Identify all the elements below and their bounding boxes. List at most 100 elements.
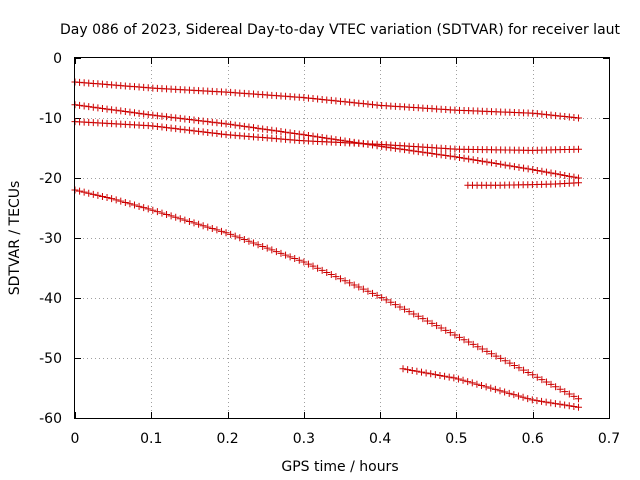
point-sat-e-71	[396, 303, 404, 311]
point-sat-e-3	[85, 189, 93, 197]
point-sat-b-89	[478, 157, 486, 165]
point-sat-e-100	[529, 371, 537, 379]
chart-title: Day 086 of 2023, Sidereal Day-to-day VTE…	[60, 22, 621, 38]
point-sat-b-29	[204, 118, 212, 126]
point-sat-e-48	[291, 255, 299, 263]
point-sat-b-30	[208, 118, 216, 126]
point-sat-f-14	[464, 378, 472, 386]
point-sat-e-61	[350, 281, 358, 289]
point-sat-e-25	[185, 218, 193, 225]
series-sat-a	[71, 78, 582, 122]
point-sat-f-34	[556, 400, 564, 408]
point-sat-e-68	[382, 296, 390, 304]
point-sat-b-104	[547, 169, 555, 177]
point-sat-b-96	[510, 163, 518, 171]
point-sat-b-26	[190, 116, 198, 124]
grid-lines	[75, 58, 609, 418]
point-sat-b-36	[236, 122, 244, 130]
y-tick-labels: 0 -10 -20 -30 -40 -50 -60	[39, 51, 62, 427]
point-sat-e-105	[552, 383, 560, 391]
y-tick-label-2: -20	[39, 171, 62, 187]
point-sat-e-44	[272, 248, 280, 256]
point-sat-e-30	[208, 225, 216, 233]
point-sat-b-107	[561, 171, 569, 179]
point-sat-c-23	[176, 125, 184, 133]
point-sat-b-102	[538, 167, 546, 175]
point-sat-f-6	[427, 370, 435, 378]
x-tick-label-4: 0.4	[369, 431, 391, 447]
point-sat-e-32	[217, 227, 225, 235]
point-sat-e-59	[341, 277, 349, 285]
point-sat-b-14	[135, 109, 143, 117]
point-sat-b-88	[474, 157, 482, 165]
point-sat-f-7	[431, 371, 439, 379]
point-sat-b-44	[272, 127, 280, 135]
point-sat-b-25	[185, 116, 193, 123]
point-sat-e-97	[515, 364, 523, 372]
point-sat-b-99	[524, 165, 532, 173]
point-sat-e-47	[286, 253, 294, 261]
point-sat-b-18	[153, 112, 161, 120]
point-sat-f-8	[436, 371, 444, 379]
point-sat-b-100	[529, 166, 537, 174]
point-sat-b-42	[263, 126, 271, 134]
point-sat-f-15	[468, 379, 476, 387]
point-sat-f-17	[478, 382, 486, 390]
point-sat-f-11	[450, 374, 458, 382]
point-sat-e-83	[451, 331, 459, 339]
point-sat-b-5	[94, 104, 102, 112]
point-sat-e-20	[163, 210, 171, 218]
point-sat-b-103	[542, 168, 550, 176]
point-sat-c-22	[172, 125, 180, 133]
point-sat-b-9	[112, 106, 120, 114]
point-sat-e-52	[309, 262, 317, 270]
point-sat-e-95	[506, 359, 514, 367]
point-sat-e-89	[478, 345, 486, 353]
point-sat-e-5	[94, 191, 102, 199]
point-sat-b-41	[259, 125, 267, 133]
point-sat-b-17	[149, 111, 157, 119]
point-sat-b-80	[437, 151, 445, 159]
point-sat-e-101	[533, 373, 541, 381]
point-sat-b-83	[451, 153, 459, 161]
point-sat-e-109	[570, 392, 578, 400]
point-sat-b-19	[158, 112, 166, 120]
point-sat-b-82	[446, 152, 454, 160]
point-sat-e-110	[574, 395, 582, 403]
point-sat-e-69	[387, 298, 395, 306]
point-sat-b-31	[213, 119, 221, 127]
x-tick-label-2: 0.2	[216, 431, 238, 447]
point-sat-f-0	[399, 365, 407, 373]
point-sat-e-51	[304, 260, 312, 268]
point-sat-c-20	[163, 124, 171, 132]
y-axis-label: SDTVAR / TECUs	[7, 181, 23, 296]
point-sat-c-19	[158, 123, 166, 131]
point-sat-b-24	[181, 115, 189, 123]
point-sat-f-20	[491, 385, 499, 393]
point-sat-b-93	[497, 160, 505, 168]
point-sat-e-81	[442, 326, 450, 334]
point-sat-e-9	[112, 196, 120, 204]
point-sat-e-28	[199, 222, 207, 230]
point-sat-e-35	[231, 232, 239, 240]
point-sat-c-27	[195, 127, 203, 135]
point-sat-e-18	[153, 208, 161, 216]
point-sat-e-42	[263, 244, 271, 252]
point-sat-e-99	[524, 368, 532, 376]
point-sat-b-13	[131, 109, 139, 117]
point-sat-f-33	[551, 400, 559, 408]
point-sat-e-15	[140, 204, 148, 212]
point-sat-e-33	[222, 229, 230, 237]
point-sat-f-24	[510, 391, 518, 399]
point-sat-b-11	[121, 108, 129, 116]
point-sat-b-105	[552, 170, 560, 178]
point-sat-f-30	[538, 397, 546, 405]
point-sat-b-15	[140, 110, 148, 118]
point-sat-e-40	[254, 241, 262, 249]
point-sat-e-14	[135, 202, 143, 210]
point-sat-d-24	[574, 179, 582, 187]
point-sat-e-108	[565, 390, 573, 398]
point-sat-e-80	[437, 324, 445, 332]
